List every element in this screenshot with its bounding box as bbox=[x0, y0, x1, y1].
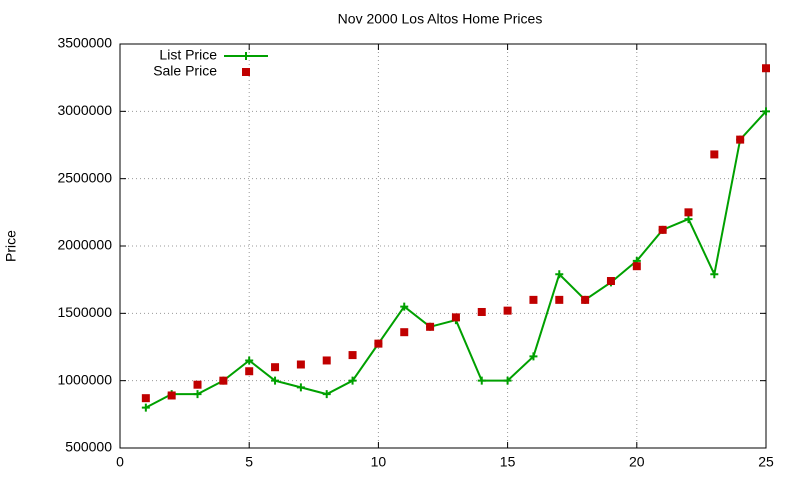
chart-title: Nov 2000 Los Altos Home Prices bbox=[338, 11, 543, 27]
data-point bbox=[348, 351, 357, 360]
data-point bbox=[271, 363, 280, 372]
x-tick-label: 15 bbox=[500, 454, 516, 470]
data-point bbox=[555, 270, 564, 279]
data-point bbox=[684, 215, 693, 224]
x-tick-label: 5 bbox=[245, 454, 253, 470]
y-tick-label: 1500000 bbox=[57, 304, 112, 320]
legend-swatch bbox=[242, 68, 250, 76]
data-point bbox=[581, 295, 590, 304]
data-point bbox=[400, 302, 409, 311]
data-point bbox=[271, 376, 280, 385]
data-point bbox=[762, 64, 770, 73]
data-point bbox=[245, 356, 254, 365]
data-point bbox=[141, 394, 150, 403]
data-point bbox=[245, 367, 254, 376]
legend-swatch bbox=[242, 52, 250, 60]
data-point bbox=[684, 208, 693, 217]
data-point bbox=[606, 277, 615, 286]
data-point bbox=[400, 328, 409, 337]
data-point bbox=[710, 150, 719, 159]
data-point bbox=[193, 380, 202, 389]
x-tick-label: 10 bbox=[371, 454, 387, 470]
data-point bbox=[426, 322, 435, 331]
data-point bbox=[632, 262, 641, 271]
data-point bbox=[296, 360, 305, 369]
data-point bbox=[658, 225, 667, 234]
data-point bbox=[374, 339, 383, 348]
data-point bbox=[296, 383, 305, 392]
data-point bbox=[555, 295, 564, 304]
y-tick-label: 500000 bbox=[65, 439, 112, 455]
x-tick-label: 0 bbox=[116, 454, 124, 470]
data-point bbox=[322, 356, 331, 365]
data-point bbox=[529, 352, 538, 361]
data-point bbox=[503, 376, 512, 385]
data-point bbox=[193, 390, 202, 399]
data-point bbox=[529, 295, 538, 304]
y-axis-label: Price bbox=[3, 230, 19, 262]
legend-label: List Price bbox=[159, 47, 217, 63]
y-tick-label: 3000000 bbox=[57, 102, 112, 118]
data-point bbox=[477, 376, 486, 385]
legend-label: Sale Price bbox=[153, 63, 217, 79]
y-tick-label: 2000000 bbox=[57, 237, 112, 253]
data-point bbox=[348, 376, 357, 385]
data-point bbox=[762, 107, 770, 116]
data-point bbox=[710, 270, 719, 279]
data-point bbox=[167, 391, 176, 400]
data-point bbox=[477, 307, 486, 316]
data-point bbox=[141, 403, 150, 412]
series-line bbox=[145, 110, 767, 409]
data-point bbox=[322, 390, 331, 399]
data-point bbox=[451, 313, 460, 322]
y-tick-label: 1000000 bbox=[57, 371, 112, 387]
y-tick-label: 2500000 bbox=[57, 169, 112, 185]
data-point bbox=[503, 306, 512, 315]
x-tick-label: 25 bbox=[758, 454, 774, 470]
data-point bbox=[219, 376, 228, 385]
x-tick-label: 20 bbox=[629, 454, 645, 470]
data-point bbox=[736, 135, 745, 144]
y-tick-label: 3500000 bbox=[57, 35, 112, 51]
